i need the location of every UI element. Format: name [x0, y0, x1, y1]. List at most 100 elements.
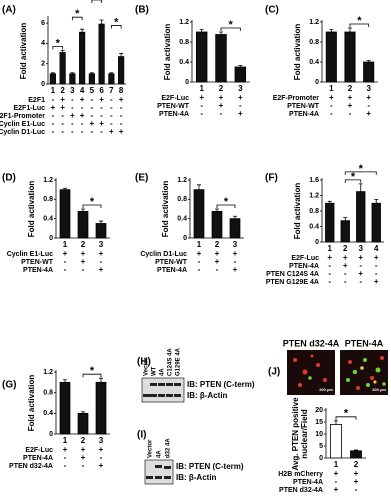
error-bar	[63, 379, 67, 383]
error-bar	[99, 19, 104, 25]
x-tick-label: 3	[238, 84, 243, 93]
significance-bracket	[82, 373, 102, 378]
condition-sign: +	[81, 249, 86, 258]
condition-sign: -	[355, 485, 358, 494]
bar	[371, 202, 381, 243]
bar	[59, 381, 71, 435]
x-tick-label: 1	[63, 240, 68, 249]
y-tick-label: 0.8	[179, 39, 189, 46]
error-bar	[119, 53, 124, 57]
condition-sign: +	[99, 445, 104, 454]
condition-sign: -	[81, 103, 84, 112]
y-tick-label: 1.2	[309, 19, 319, 26]
condition-sign: +	[366, 109, 371, 118]
condition-sign: -	[91, 111, 94, 120]
y-tick-label: 20	[315, 407, 323, 414]
blot	[141, 377, 185, 403]
x-tick-label: 4	[374, 244, 379, 253]
y-tick-label: 0.8	[309, 39, 319, 46]
condition-sign: -	[100, 103, 103, 112]
condition-sign: -	[359, 261, 362, 270]
significance-label: *	[56, 37, 61, 49]
condition-label: PTEN-4A	[159, 111, 189, 118]
panel-label: (D)	[2, 173, 16, 184]
significance-label: *	[75, 8, 80, 20]
condition-sign: -	[198, 257, 201, 266]
lane-label: 4A	[160, 368, 166, 376]
bar	[49, 73, 56, 85]
y-tick-label: 0	[49, 431, 53, 438]
x-tick-label: 1	[329, 84, 334, 93]
significance-label: *	[90, 365, 95, 377]
condition-label: Cyclin E1-Luc	[7, 251, 53, 258]
bar	[356, 191, 366, 243]
y-axis-label: Fold activation	[27, 181, 36, 238]
error-bar	[99, 220, 103, 224]
bar	[108, 73, 115, 85]
bar	[350, 450, 362, 459]
condition-sign: -	[100, 127, 103, 136]
y-axis-label: Fold activation	[27, 375, 36, 432]
condition-sign: -	[367, 101, 370, 110]
error-bar	[215, 208, 219, 212]
error-bar	[99, 377, 103, 383]
panel-label: (G)	[2, 380, 16, 391]
condition-sign: +	[70, 111, 75, 120]
bar	[215, 34, 227, 83]
bar	[195, 31, 208, 83]
panel-label: (J)	[268, 367, 280, 378]
bar	[77, 211, 89, 239]
condition-sign: -	[359, 277, 362, 286]
bar	[330, 423, 342, 459]
micrographs	[287, 350, 388, 395]
condition-label: E2F-Luc	[161, 95, 189, 102]
condition-sign: -	[71, 119, 74, 128]
condition-sign: +	[63, 445, 68, 454]
bar	[77, 412, 89, 435]
condition-sign: +	[233, 249, 238, 258]
panel-label: (I)	[137, 430, 146, 441]
bar	[69, 73, 76, 85]
error-bar	[219, 31, 223, 35]
error-bar	[334, 420, 338, 425]
error-bar	[238, 65, 243, 67]
error-bar	[80, 28, 85, 33]
bar	[325, 31, 337, 83]
error-bar	[354, 449, 358, 451]
condition-sign: +	[80, 111, 85, 120]
condition-label: E2F1	[28, 97, 45, 104]
condition-label: PTEN G129E 4A	[266, 279, 319, 286]
condition-label: PTEN-WT	[287, 103, 320, 110]
x-tick-label: 5	[90, 86, 95, 95]
bar	[95, 223, 107, 239]
condition-sign: -	[239, 101, 242, 110]
condition-sign: -	[200, 101, 203, 110]
bar	[98, 23, 105, 85]
y-tick-label: 0	[185, 79, 189, 86]
significance-label: *	[229, 19, 234, 31]
condition-sign: -	[220, 109, 223, 118]
condition-sign: -	[120, 111, 123, 120]
bar	[344, 31, 356, 83]
x-tick-label: 1	[197, 240, 202, 249]
significance-label: *	[224, 196, 229, 208]
condition-sign: -	[82, 265, 85, 274]
condition-sign: -	[64, 265, 67, 274]
band-label: IB: β-Actin	[176, 473, 217, 482]
condition-sign: -	[110, 111, 113, 120]
y-axis-label: Fold activation	[19, 23, 28, 80]
condition-sign: -	[375, 269, 378, 278]
panel-label: (B)	[135, 5, 149, 16]
error-bar	[197, 184, 201, 190]
condition-sign: -	[330, 101, 333, 110]
error-bar	[109, 72, 114, 74]
significance-label: *	[359, 163, 364, 175]
x-tick-label: 2	[343, 244, 348, 253]
x-tick-label: 2	[219, 84, 224, 93]
band-label: IB: β-Actin	[187, 391, 228, 400]
condition-sign: +	[90, 119, 95, 128]
y-tick-label: 4	[41, 40, 45, 47]
x-tick-label: 3	[366, 84, 371, 93]
condition-sign: -	[71, 127, 74, 136]
y-tick-label: 5	[319, 443, 323, 450]
